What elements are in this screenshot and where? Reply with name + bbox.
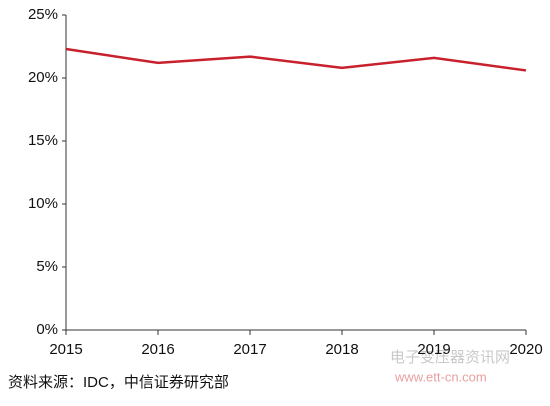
y-tick-label: 15% xyxy=(28,132,58,149)
y-tick-label: 25% xyxy=(28,6,58,23)
x-tick-label: 2017 xyxy=(233,341,266,358)
watermark: 电子变压器资讯网 xyxy=(390,349,510,366)
watermark-url: www.ett-cn.com xyxy=(394,369,487,384)
x-tick-label: 2015 xyxy=(49,341,82,358)
y-tick-label: 20% xyxy=(28,69,58,86)
x-tick-label: 2016 xyxy=(141,341,174,358)
source-note: 资料来源：IDC，中信证券研究部 xyxy=(8,374,229,391)
y-tick-label: 5% xyxy=(36,258,58,275)
y-tick-label: 10% xyxy=(28,195,58,212)
x-tick-label: 2020 xyxy=(509,341,542,358)
x-tick-label: 2019 xyxy=(417,341,450,358)
data-line xyxy=(65,47,527,72)
x-tick-label: 2018 xyxy=(325,341,358,358)
y-tick-label: 0% xyxy=(36,321,58,338)
